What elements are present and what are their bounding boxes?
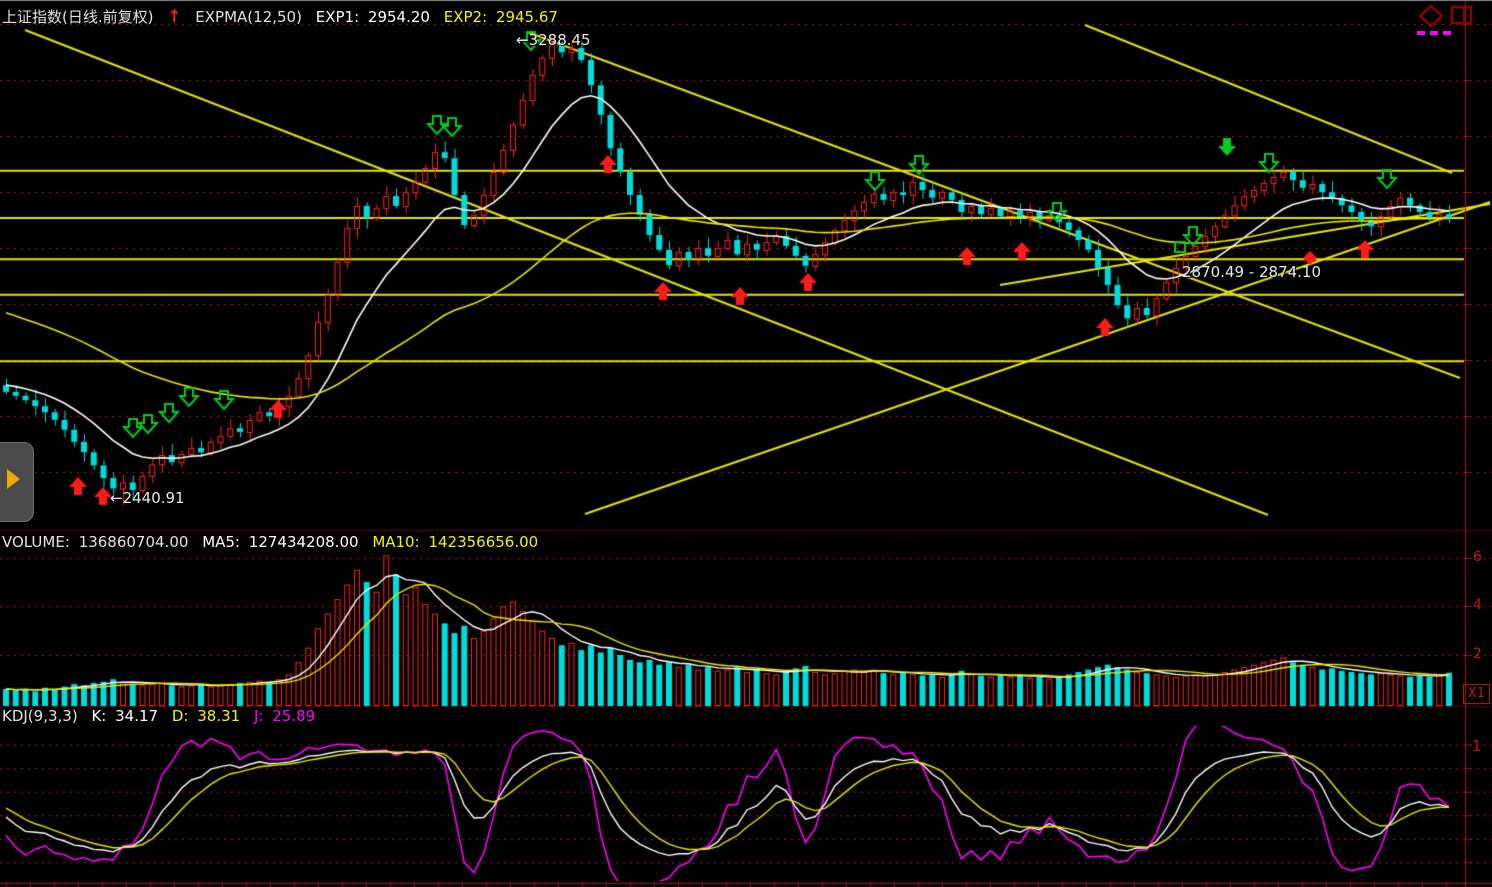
kdj-k-label: K: [91,707,107,725]
magenta-dashes-icon [1417,31,1451,35]
chart-header: 上证指数(日线.前复权) ↑ EXPMA(12,50) EXP1: 2954.2… [2,6,567,27]
volume-multiplier-box: X1 [1463,684,1490,704]
volume-label: VOLUME: [2,533,70,551]
kdj-d-value: 38.31 [197,707,241,725]
expand-arrow-icon [7,469,20,489]
peak-price-label: ←3288.45 [516,31,591,49]
kdj-j-label: J: [254,707,264,725]
sidebar-expand-tab[interactable] [0,442,34,522]
kdj-scale-100: 1 [1472,737,1482,755]
exp1-value: 2954.20 [367,8,430,26]
expma-up-arrow-icon: ↑ [167,7,182,27]
ma5-value: 127434208.00 [248,533,359,551]
volume-scale-4: 4 [1473,597,1482,613]
exp2-label: EXP2: [443,8,488,26]
kdj-d-label: D: [171,707,189,725]
indicator-name[interactable]: EXPMA(12,50) [195,8,302,26]
low-price-label: ←2440.91 [110,489,185,507]
ma10-label: MA10: [372,533,420,551]
symbol-title: 上证指数(日线.前复权) [2,8,154,26]
exp2-value: 2945.67 [495,8,558,26]
titlebar-icons [1418,4,1474,28]
volume-value: 136860704.00 [78,533,189,551]
kdj-header: KDJ(9,3,3) K: 34.17 D: 38.31 J: 25.89 [2,707,324,725]
volume-scale-2: 2 [1473,646,1482,662]
window-icon[interactable] [1450,4,1474,28]
kdj-k-value: 34.17 [115,707,159,725]
volume-header: VOLUME: 136860704.00 MA5: 127434208.00 M… [2,533,547,551]
ma10-value: 142356656.00 [428,533,539,551]
kdj-title[interactable]: KDJ(9,3,3) [2,707,78,725]
ma5-label: MA5: [202,533,240,551]
exp1-label: EXP1: [315,8,360,26]
kdj-j-value: 25.89 [272,707,316,725]
volume-scale-6: 6 [1473,549,1482,565]
diamond-icon[interactable] [1418,4,1444,28]
range-price-label: 2870.49 - 2874.10 [1182,263,1322,281]
